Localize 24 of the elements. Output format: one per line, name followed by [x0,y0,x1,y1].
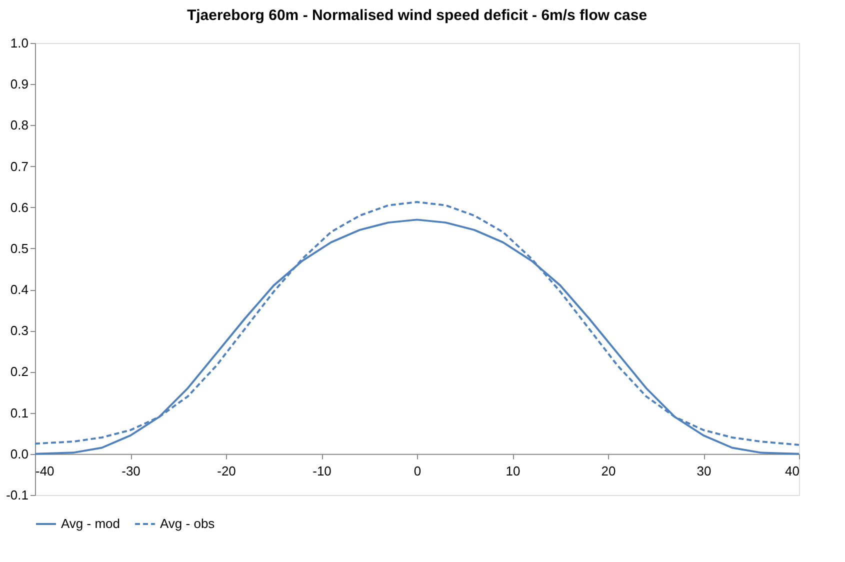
legend-label: Avg - mod [61,516,120,531]
y-tick-label: 0.4 [10,282,28,298]
y-tick-label: 0.7 [10,158,28,174]
y-tick-label: 0.3 [10,323,28,338]
y-tick-label: 0.6 [10,200,28,215]
y-tick-label: 0.0 [10,446,28,462]
y-tick-label: 0.5 [10,240,28,256]
y-tick-label: 1.0 [10,36,28,50]
y-tick-label: 0.2 [10,364,28,380]
x-tick-label: 40 [785,463,800,478]
chart-title: Tjaereborg 60m - Normalised wind speed deficit - 6m/s flow case [186,7,648,24]
y-tick-label: 0.8 [10,118,28,133]
x-tick-label: -30 [122,463,140,478]
legend-label: Avg - obs [160,516,216,531]
y-tick-label: 0.1 [10,405,28,420]
x-tick-label: 30 [696,463,712,478]
x-tick-label: -40 [36,463,54,478]
x-tick-label: -20 [217,463,236,478]
x-tick-label: 20 [601,463,616,478]
x-tick-label: 0 [414,463,422,478]
y-tick-label: 0.9 [10,76,28,92]
y-tick-label: -0.1 [6,488,28,502]
x-tick-label: -10 [312,463,332,478]
x-tick-label: 10 [506,463,520,478]
